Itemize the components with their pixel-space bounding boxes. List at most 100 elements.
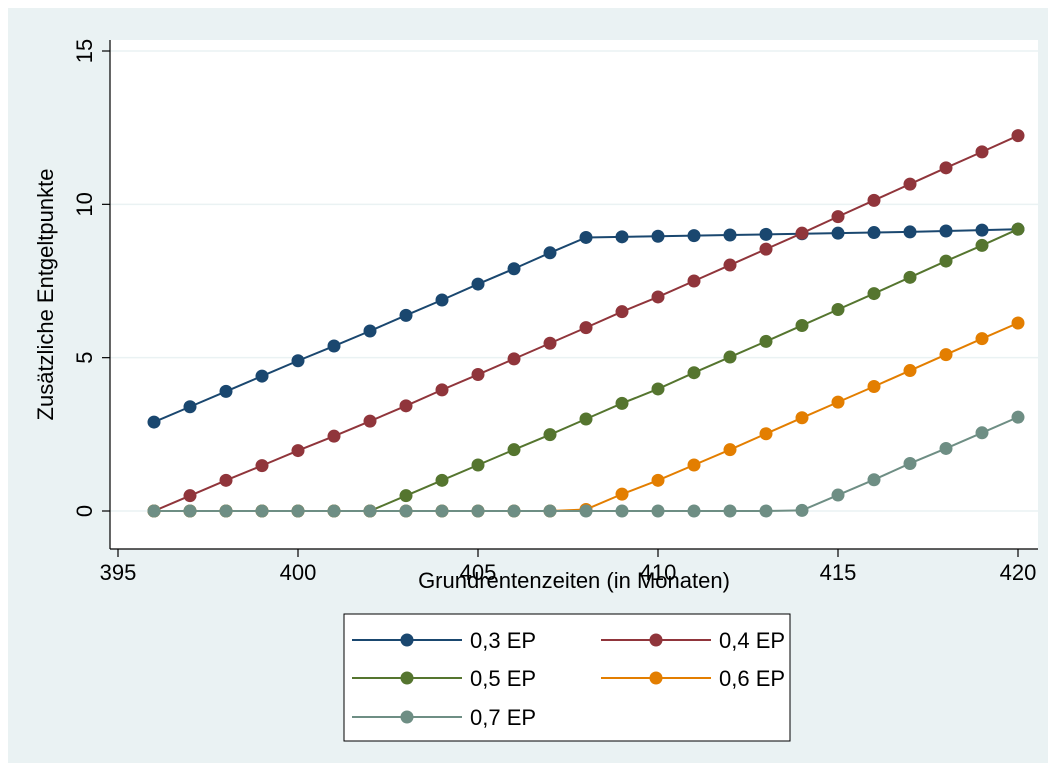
data-point [255,369,269,383]
legend: 0,3 EP 0,4 EP 0,5 EP 0,6 EP 0,7 EP [343,613,791,742]
data-point [291,504,305,518]
y-axis-title: Zusätzliche Entgeltpunkte [33,169,58,421]
data-point [363,504,377,518]
data-point [543,246,557,260]
data-point [687,229,701,243]
data-point [1011,316,1025,330]
data-point [471,504,485,518]
data-point [219,384,233,398]
data-point [471,368,485,382]
legend-marker [400,671,414,685]
legend-marker [400,633,414,647]
data-point [723,504,737,518]
data-point [471,277,485,291]
x-axis-title: Grundrentenzeiten (in Monaten) [418,568,730,593]
legend-marker [649,633,663,647]
data-point [759,427,773,441]
data-point [975,426,989,440]
legend-label: 0,4 EP [719,628,785,653]
data-point [795,411,809,425]
x-tick-label: 395 [100,560,137,585]
data-point [507,443,521,457]
data-point [651,504,665,518]
data-point [651,229,665,243]
data-point [831,226,845,240]
data-point [759,227,773,241]
data-point [363,414,377,428]
data-point [399,489,413,503]
data-point [831,303,845,317]
data-point [687,458,701,472]
data-point [147,504,161,518]
data-point [507,504,521,518]
data-point [795,503,809,517]
data-point [867,193,881,207]
data-point [903,364,917,378]
data-point [219,473,233,487]
data-point [183,504,197,518]
data-point [435,293,449,307]
data-point [903,270,917,284]
data-point [255,504,269,518]
data-point [327,339,341,353]
data-point [579,504,593,518]
data-point [579,230,593,244]
data-point [723,258,737,272]
data-point [831,395,845,409]
data-point [507,262,521,276]
chart-frame: 0 5 10 15 395 400 405 410 415 420 Zusätzliche Ent… [8,8,1048,763]
legend-marker [649,671,663,685]
legend-marker [400,710,414,724]
legend-item: 0,3 EP [352,628,536,653]
data-point [687,366,701,380]
data-point [903,456,917,470]
data-point [1011,129,1025,143]
data-point [651,290,665,304]
data-point [759,242,773,256]
plot-area [110,40,1038,549]
data-point [939,224,953,238]
data-point [975,145,989,159]
data-point [831,210,845,224]
data-point [507,352,521,366]
data-point [651,382,665,396]
data-point [867,379,881,393]
y-tick-label: 5 [72,352,97,364]
data-point [543,428,557,442]
data-point [435,504,449,518]
data-point [795,318,809,332]
legend-item: 0,4 EP [601,628,785,653]
legend-item: 0,7 EP [352,705,536,730]
axes: 0 5 10 15 395 400 405 410 415 420 [72,39,1038,585]
data-point [975,332,989,346]
data-point [147,415,161,429]
legend-label: 0,3 EP [470,628,536,653]
data-point [1011,410,1025,424]
data-point [723,228,737,242]
data-point [651,473,665,487]
data-point [579,412,593,426]
chart-svg: 0 5 10 15 395 400 405 410 415 420 Zusätzliche Ent… [33,39,1038,742]
y-tick-label: 15 [72,39,97,63]
data-point [615,396,629,410]
data-point [615,305,629,319]
data-point [435,383,449,397]
data-point [939,348,953,362]
data-point [903,177,917,191]
x-tick-label: 400 [280,560,317,585]
series-1 [147,129,1025,518]
legend-item: 0,5 EP [352,666,536,691]
data-point [975,238,989,252]
data-point [219,504,233,518]
data-point [867,226,881,240]
y-tick-label: 10 [72,192,97,216]
data-point [975,223,989,237]
x-tick-label: 405 [460,560,497,585]
data-point [615,504,629,518]
data-point [399,504,413,518]
data-point [183,489,197,503]
data-point [543,504,557,518]
data-point [615,230,629,244]
data-point [1011,222,1025,236]
x-tick-label: 420 [1000,560,1037,585]
